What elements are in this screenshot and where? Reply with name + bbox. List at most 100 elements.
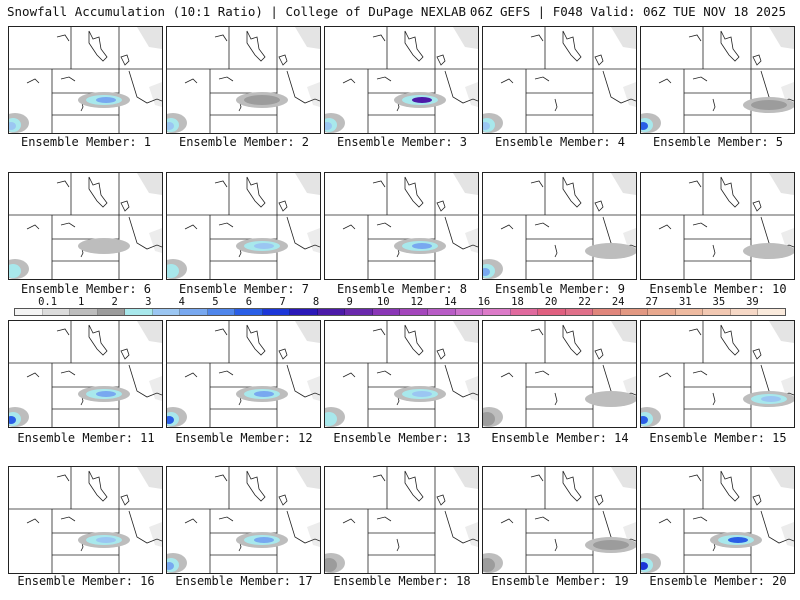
map-outlines	[641, 467, 794, 573]
snow-cover-east	[307, 376, 320, 401]
ensemble-member-label: Ensemble Member: 16	[17, 574, 155, 588]
colorbar-swatch-19	[538, 309, 566, 315]
snowfall-band-mid	[751, 246, 787, 256]
colorbar-tick-label: 2	[111, 296, 118, 308]
colorbar-tick-label: 0.1	[38, 296, 58, 308]
ensemble-member-label: Ensemble Member: 15	[649, 431, 787, 445]
model-valid-time: 06Z GEFS | F048 Valid: 06Z TUE NOV 18 20…	[469, 4, 786, 19]
coastline	[88, 176, 108, 208]
colorbar-swatch-0	[15, 309, 43, 315]
coastline	[752, 54, 762, 66]
snowfall-sw-mid	[325, 558, 337, 572]
snow-cover-north	[611, 467, 636, 489]
snow-cover-north	[769, 27, 794, 49]
snowfall-band-core	[728, 537, 748, 543]
coastline	[278, 200, 288, 212]
ensemble-panel-15	[640, 320, 795, 428]
river-line	[712, 244, 716, 258]
ensemble-panel-19	[482, 466, 637, 574]
colorbar-swatch-26	[730, 309, 759, 315]
snowfall-map-16	[9, 467, 162, 573]
river-line	[658, 518, 672, 524]
map-outlines	[483, 321, 636, 427]
snow-cover-east	[465, 82, 478, 107]
map-outlines	[167, 27, 320, 133]
ensemble-panel-10	[640, 172, 795, 280]
coastline	[88, 30, 108, 62]
snowfall-map-18	[325, 467, 478, 573]
snowfall-map-10	[641, 173, 794, 279]
coastline	[688, 34, 702, 42]
river-line	[60, 370, 76, 376]
coastline	[530, 328, 544, 336]
snow-cover-north	[137, 27, 162, 49]
coastline	[594, 494, 604, 506]
snowfall-band-core	[761, 396, 781, 402]
snowfall-map-2	[167, 27, 320, 133]
colorbar-swatch-8	[235, 309, 263, 315]
coastline	[530, 34, 544, 42]
coastline	[120, 54, 130, 66]
snowfall-sw-mid	[483, 558, 495, 572]
coastline	[56, 34, 70, 42]
snowfall-band-core	[96, 97, 116, 103]
river-line	[534, 516, 550, 522]
ensemble-panel-11	[8, 320, 163, 428]
ensemble-panel-13	[324, 320, 479, 428]
river-line	[60, 222, 76, 228]
map-outlines	[641, 321, 794, 427]
coastline	[404, 470, 424, 502]
ensemble-panel-3	[324, 26, 479, 134]
coastline	[444, 70, 478, 104]
river-line	[342, 372, 356, 378]
colorbar-tick-label: 14	[444, 296, 457, 308]
river-line	[342, 78, 356, 84]
coastline	[594, 348, 604, 360]
snowfall-band-mid	[593, 540, 629, 550]
snow-cover-east	[149, 82, 162, 107]
coastline	[720, 470, 740, 502]
colorbar-tick-label: 8	[312, 296, 320, 308]
coastline	[120, 348, 130, 360]
ensemble-panel-2	[166, 26, 321, 134]
map-outlines	[325, 173, 478, 279]
snow-cover-north	[453, 467, 478, 489]
coastline	[120, 200, 130, 212]
ensemble-panel-17	[166, 466, 321, 574]
snow-cover-north	[769, 467, 794, 489]
snowfall-sw-core	[325, 122, 332, 130]
river-line	[218, 370, 234, 376]
colorbar-tick-label: 10	[376, 296, 390, 308]
coastline	[594, 54, 604, 66]
snow-cover-east	[465, 228, 478, 253]
ensemble-member-label: Ensemble Member: 20	[649, 574, 787, 588]
coastline	[246, 324, 266, 356]
ensemble-member-label: Ensemble Member: 19	[491, 574, 629, 588]
coastline	[372, 180, 386, 188]
ensemble-member-label: Ensemble Member: 18	[333, 574, 471, 588]
ensemble-member-label: Ensemble Member: 1	[20, 135, 152, 149]
coastline	[128, 216, 162, 250]
coastline	[278, 54, 288, 66]
coastline	[246, 30, 266, 62]
colorbar-tick-label: 18	[511, 296, 524, 308]
coastline	[214, 474, 228, 482]
colorbar-swatch-20	[565, 309, 594, 315]
map-outlines	[483, 467, 636, 573]
coastline	[246, 470, 266, 502]
river-line	[184, 78, 198, 84]
ensemble-member-label: Ensemble Member: 14	[491, 431, 629, 445]
river-line	[218, 516, 234, 522]
map-outlines	[9, 173, 162, 279]
ensemble-member-label: Ensemble Member: 2	[178, 135, 310, 149]
coastline	[88, 324, 108, 356]
river-line	[342, 518, 356, 524]
snowfall-sw-mid	[325, 412, 337, 426]
coastline	[436, 200, 446, 212]
colorbar-swatch-12	[345, 309, 373, 315]
coastline	[120, 494, 130, 506]
map-outlines	[167, 173, 320, 279]
snow-cover-east	[465, 376, 478, 401]
snowfall-sw-mid	[483, 412, 495, 426]
coastline	[286, 70, 320, 104]
